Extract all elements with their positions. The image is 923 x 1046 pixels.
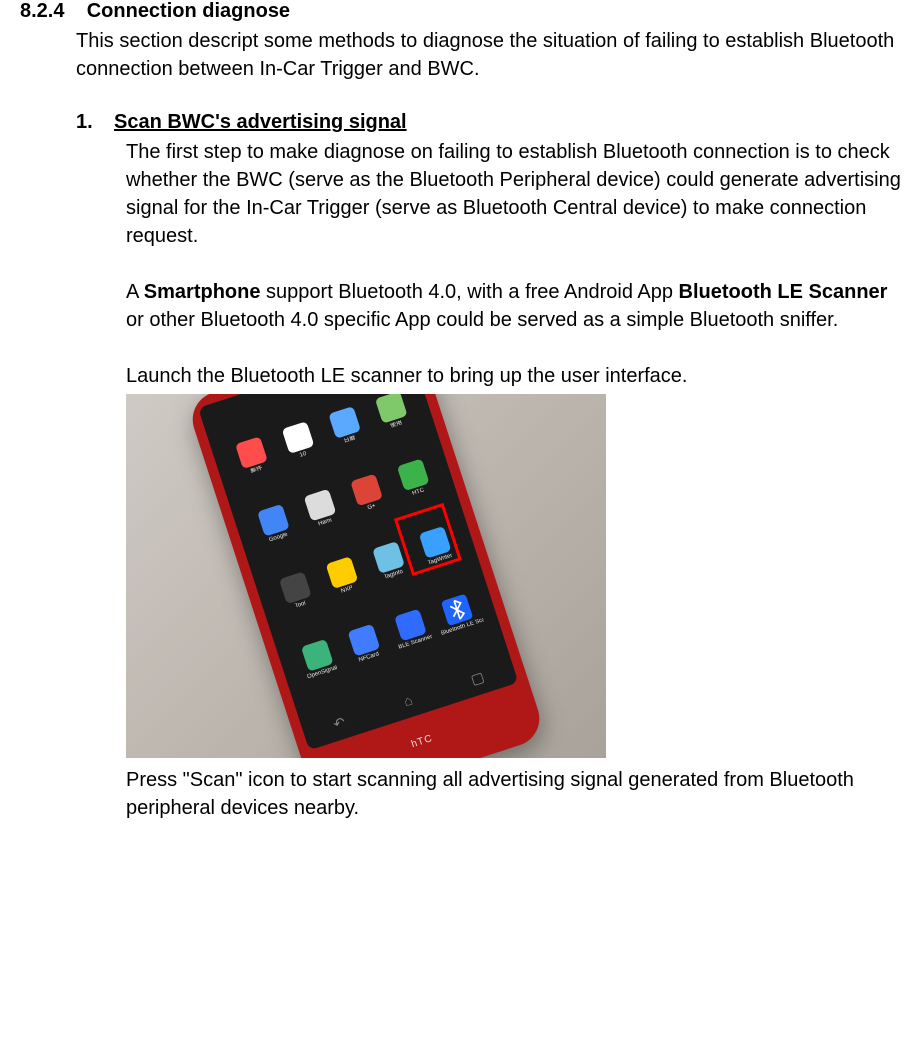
app-icon-glyph — [350, 474, 383, 507]
section-number: 8.2.4 — [20, 0, 64, 22]
nav-back-icon: ↶ — [331, 713, 348, 735]
bold-smartphone: Smartphone — [144, 281, 261, 303]
phone-screenshot: 郵件10日曆使用GoogleHamiG+HTCToolNXPTagInfoTag… — [126, 394, 606, 758]
nav-home-icon: ⌂ — [401, 691, 415, 712]
app-label: 10 — [299, 451, 307, 459]
app-icon-glyph — [375, 394, 408, 424]
app-label: Tool — [294, 601, 306, 610]
step-heading: 1.Scan BWC's advertising signal — [76, 111, 903, 134]
app-icon-glyph — [303, 489, 336, 522]
step-para-1: The first step to make diagnose on faili… — [126, 138, 903, 250]
step-title: Scan BWC's advertising signal — [114, 111, 407, 133]
app-label: HTC — [412, 488, 426, 498]
app-label: 郵件 — [250, 466, 263, 476]
bold-ble-scanner: Bluetooth LE Scanner — [679, 281, 888, 303]
app-icon-glyph — [281, 422, 314, 455]
step-para-4: Press "Scan" icon to start scanning all … — [126, 766, 903, 822]
app-icon-glyph — [279, 572, 312, 605]
nav-recent-icon: ▢ — [468, 668, 487, 691]
step-para-2: A Smartphone support Bluetooth 4.0, with… — [126, 278, 903, 334]
app-label: Hami — [318, 518, 333, 528]
section-heading: 8.2.4 Connection diagnose — [20, 0, 903, 23]
step-number: 1. — [76, 111, 114, 134]
app-icon-glyph — [396, 459, 429, 492]
app-label: 使用 — [390, 420, 403, 430]
app-icon-glyph — [235, 437, 268, 470]
phone-body: 郵件10日曆使用GoogleHamiG+HTCToolNXPTagInfoTag… — [185, 394, 546, 758]
app-label: NXP — [340, 585, 354, 595]
phone-screen: 郵件10日曆使用GoogleHamiG+HTCToolNXPTagInfoTag… — [198, 394, 518, 750]
step-para-3: Launch the Bluetooth LE scanner to bring… — [126, 362, 903, 390]
app-label: 日曆 — [343, 435, 356, 445]
section-title: Connection diagnose — [87, 0, 290, 22]
app-icon-glyph — [325, 557, 358, 590]
app-icon-glyph — [328, 407, 361, 440]
section-intro: This section descript some methods to di… — [76, 27, 903, 83]
app-label: G+ — [367, 503, 377, 512]
